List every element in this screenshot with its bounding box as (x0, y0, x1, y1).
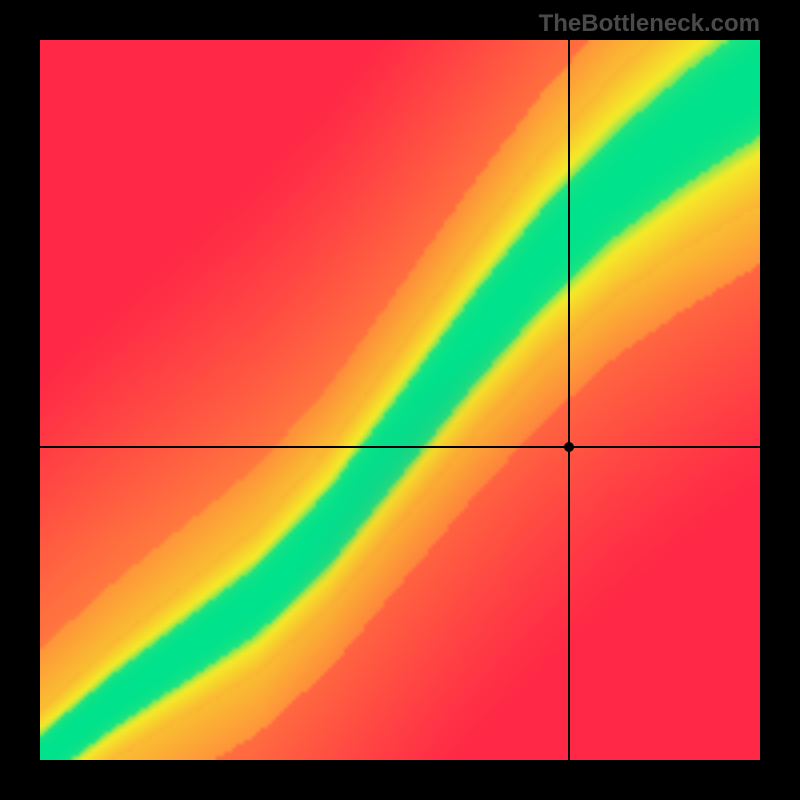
marker-dot (564, 442, 574, 452)
chart-frame: TheBottleneck.com (0, 0, 800, 800)
plot-area (40, 40, 760, 760)
crosshair-horizontal (40, 446, 760, 448)
watermark-label: TheBottleneck.com (539, 10, 760, 38)
crosshair-vertical (568, 40, 570, 760)
heatmap-canvas (40, 40, 760, 760)
